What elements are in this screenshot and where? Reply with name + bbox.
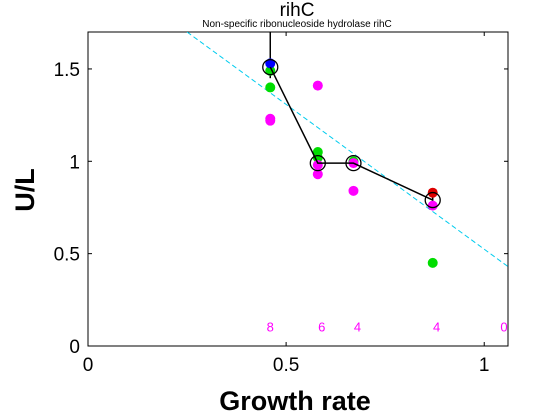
y-axis-title: U/L	[10, 168, 40, 212]
count-label: 8	[267, 320, 274, 335]
x-tick-label: 0	[83, 355, 94, 376]
data-point	[265, 115, 276, 126]
data-point	[312, 169, 323, 180]
y-tick-label: 1.5	[54, 60, 80, 81]
y-tick-label: 0	[69, 337, 80, 358]
chart-title: rihC	[280, 0, 315, 21]
mean-marker	[345, 154, 362, 172]
data-point	[348, 185, 359, 196]
count-label: 6	[318, 320, 325, 335]
count-label: 4	[354, 320, 361, 335]
y-tick-label: 1	[69, 152, 80, 173]
data-point	[312, 80, 323, 91]
data-point	[312, 152, 323, 163]
fit-line-layer	[186, 32, 508, 267]
data-point	[265, 58, 276, 69]
plot-area	[87, 31, 509, 347]
data-point	[427, 257, 438, 268]
chart-subtitle: Non-specific ribonucleoside hydrolase ri…	[202, 19, 392, 30]
data-point	[427, 200, 438, 211]
count-labels-layer: 8 6 4 4 0	[267, 320, 508, 335]
y-tick-label: 0.5	[54, 245, 80, 266]
mean-marker	[262, 58, 279, 76]
count-label: 0	[500, 320, 507, 335]
x-tick-label: 0.5	[273, 355, 299, 376]
axis-ticks: 0 0.5 1 0 0.5 1 1.5	[54, 32, 508, 376]
mean-marker	[309, 154, 326, 172]
mean-series-layer	[262, 58, 441, 209]
count-label: 4	[433, 320, 440, 335]
data-point	[265, 82, 276, 93]
mean-marker	[424, 191, 441, 209]
x-tick-label: 1	[479, 355, 490, 376]
mean-line	[269, 66, 434, 201]
fit-line	[186, 32, 508, 267]
x-axis-title: Growth rate	[219, 386, 371, 416]
